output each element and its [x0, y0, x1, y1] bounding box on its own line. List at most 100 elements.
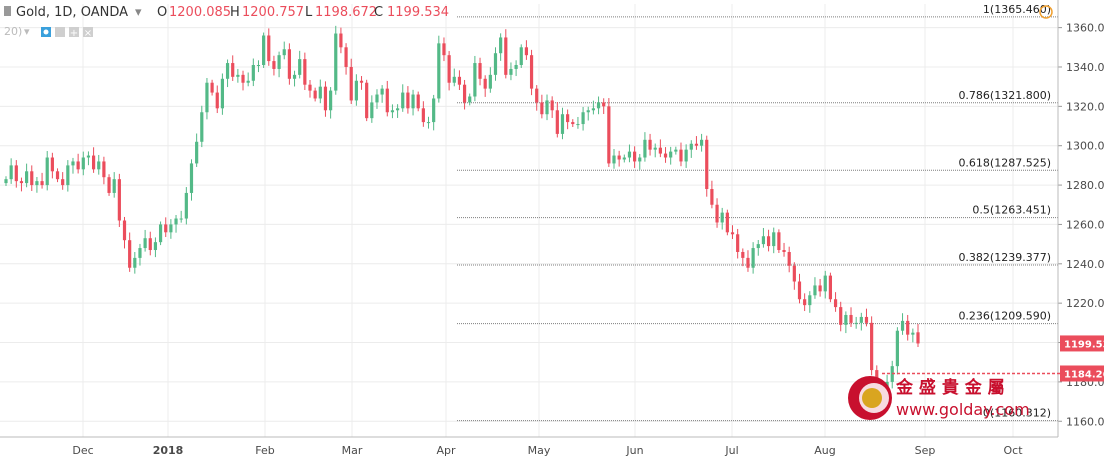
- candle-body[interactable]: [911, 332, 915, 335]
- candle-body[interactable]: [663, 153, 668, 158]
- candle-body[interactable]: [782, 250, 786, 252]
- candle-body[interactable]: [529, 55, 534, 89]
- candle-body[interactable]: [468, 96, 472, 103]
- candle-body[interactable]: [112, 179, 116, 193]
- candle-body[interactable]: [591, 108, 595, 111]
- candle-body[interactable]: [117, 179, 121, 221]
- candle-body[interactable]: [102, 161, 106, 178]
- candle-body[interactable]: [189, 163, 194, 193]
- candle-body[interactable]: [504, 37, 508, 75]
- candle-body[interactable]: [40, 181, 44, 186]
- candle-body[interactable]: [236, 74, 240, 77]
- candle-body[interactable]: [349, 66, 353, 101]
- candles[interactable]: [4, 25, 920, 401]
- candle-body[interactable]: [277, 55, 281, 69]
- candle-body[interactable]: [813, 285, 817, 296]
- candle-body[interactable]: [9, 165, 13, 180]
- candle-body[interactable]: [828, 275, 833, 300]
- candle-body[interactable]: [246, 80, 250, 83]
- candle-body[interactable]: [426, 122, 431, 124]
- candle-body[interactable]: [823, 275, 827, 292]
- candle-body[interactable]: [432, 98, 436, 123]
- candle-body[interactable]: [736, 234, 740, 252]
- candle-body[interactable]: [895, 330, 899, 367]
- candle-body[interactable]: [323, 86, 328, 111]
- candle-body[interactable]: [643, 139, 647, 158]
- candle-body[interactable]: [535, 88, 539, 103]
- candle-body[interactable]: [339, 33, 343, 48]
- candle-body[interactable]: [586, 110, 590, 113]
- candle-body[interactable]: [818, 285, 822, 292]
- candle-body[interactable]: [519, 47, 523, 66]
- candle-body[interactable]: [741, 251, 745, 258]
- candle-body[interactable]: [4, 179, 8, 184]
- candle-body[interactable]: [184, 192, 188, 219]
- candle-body[interactable]: [792, 265, 796, 282]
- candle-body[interactable]: [308, 84, 312, 91]
- candle-body[interactable]: [416, 94, 420, 109]
- candle-body[interactable]: [390, 110, 395, 113]
- candle-body[interactable]: [633, 151, 637, 162]
- candle-body[interactable]: [777, 232, 781, 251]
- candle-body[interactable]: [45, 157, 49, 186]
- candle-body[interactable]: [524, 47, 529, 56]
- candle-body[interactable]: [19, 181, 24, 184]
- candle-body[interactable]: [540, 102, 544, 115]
- candle-body[interactable]: [267, 35, 271, 62]
- candle-body[interactable]: [231, 63, 235, 77]
- candle-body[interactable]: [164, 224, 168, 233]
- candle-body[interactable]: [292, 74, 297, 79]
- candle-body[interactable]: [195, 141, 199, 164]
- candle-body[interactable]: [303, 59, 307, 85]
- candle-body[interactable]: [71, 161, 75, 166]
- candle-body[interactable]: [555, 110, 559, 134]
- candle-body[interactable]: [313, 90, 317, 99]
- candle-body[interactable]: [148, 238, 152, 251]
- candle-body[interactable]: [86, 155, 91, 158]
- candle-body[interactable]: [359, 80, 364, 83]
- candle-body[interactable]: [870, 322, 874, 371]
- candle-body[interactable]: [473, 63, 477, 97]
- candle-body[interactable]: [725, 212, 729, 233]
- candle-body[interactable]: [514, 65, 518, 69]
- candle-body[interactable]: [421, 108, 425, 123]
- candle-body[interactable]: [566, 114, 570, 123]
- candle-body[interactable]: [617, 155, 621, 160]
- candle-body[interactable]: [694, 143, 699, 146]
- candle-body[interactable]: [844, 314, 848, 325]
- candle-body[interactable]: [35, 181, 39, 186]
- candle-body[interactable]: [50, 157, 54, 172]
- candle-body[interactable]: [169, 224, 173, 233]
- candle-body[interactable]: [158, 224, 163, 243]
- alert-icon[interactable]: [1039, 5, 1053, 19]
- candle-body[interactable]: [859, 316, 863, 323]
- candle-body[interactable]: [751, 248, 755, 268]
- candle-body[interactable]: [375, 94, 379, 103]
- candle-body[interactable]: [406, 92, 410, 109]
- candle-body[interactable]: [576, 124, 580, 126]
- settings-icon[interactable]: [55, 27, 65, 37]
- candle-body[interactable]: [689, 143, 693, 150]
- candle-body[interactable]: [488, 74, 492, 89]
- candle-body[interactable]: [128, 240, 132, 268]
- candle-body[interactable]: [746, 257, 750, 268]
- candle-body[interactable]: [808, 295, 812, 306]
- candle-body[interactable]: [66, 165, 70, 186]
- candle-body[interactable]: [215, 92, 219, 109]
- candle-body[interactable]: [803, 299, 807, 306]
- candle-body[interactable]: [298, 59, 302, 75]
- candle-body[interactable]: [761, 236, 766, 245]
- candle-body[interactable]: [200, 112, 204, 142]
- candle-body[interactable]: [205, 82, 209, 113]
- candle-body[interactable]: [401, 92, 405, 109]
- candle-body[interactable]: [571, 122, 575, 125]
- candle-body[interactable]: [854, 322, 858, 324]
- candle-body[interactable]: [282, 49, 286, 56]
- candle-body[interactable]: [499, 37, 503, 54]
- candle-body[interactable]: [627, 151, 632, 158]
- candle-body[interactable]: [138, 248, 142, 258]
- candle-body[interactable]: [478, 63, 482, 79]
- candle-body[interactable]: [833, 299, 838, 308]
- candle-body[interactable]: [612, 155, 616, 164]
- candle-body[interactable]: [509, 68, 513, 75]
